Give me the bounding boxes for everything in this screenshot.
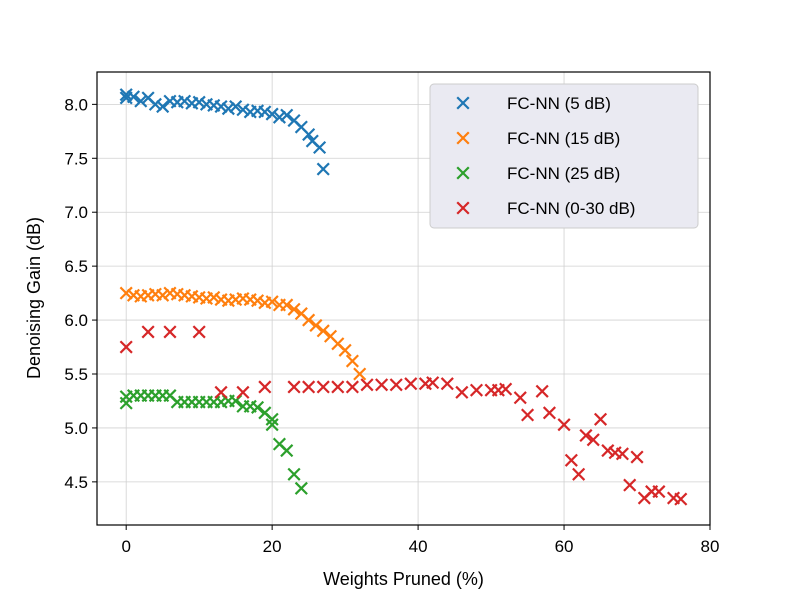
data-point [499, 382, 513, 396]
y-tick-label: 6.0 [64, 311, 88, 330]
data-point [302, 380, 316, 394]
data-point [535, 384, 549, 398]
legend-item: FC-NN (0-30 dB) [456, 199, 635, 218]
x-tick-label: 0 [121, 537, 130, 556]
data-point [287, 302, 301, 316]
y-tick-label: 5.5 [64, 365, 88, 384]
data-point [313, 140, 327, 155]
data-point [572, 467, 586, 481]
legend-label: FC-NN (5 dB) [507, 94, 611, 113]
data-point [630, 450, 644, 464]
data-point [287, 380, 301, 394]
data-point [331, 380, 345, 394]
data-point [375, 378, 389, 392]
data-point [280, 444, 294, 458]
data-point [229, 99, 243, 114]
y-axis-label: Denoising Gain (dB) [24, 217, 44, 379]
legend-label: FC-NN (0-30 dB) [507, 199, 635, 218]
data-point [309, 318, 323, 333]
data-point [265, 418, 279, 432]
data-point [265, 107, 279, 121]
legend: FC-NN (5 dB) FC-NN (15 dB) FC-NN (25 dB) FC… [429, 83, 699, 229]
data-point [426, 376, 440, 390]
data-point [513, 391, 527, 405]
data-point [579, 428, 593, 443]
data-point [302, 313, 316, 327]
data-point [258, 380, 272, 394]
y-tick-label: 8.0 [64, 95, 88, 114]
legend-marker [456, 96, 470, 110]
data-point [469, 383, 484, 397]
data-point [455, 385, 469, 399]
x-tick-label: 20 [263, 537, 282, 556]
data-point [593, 412, 608, 426]
data-point [156, 99, 170, 114]
data-point [521, 408, 535, 422]
legend-box [429, 83, 699, 229]
data-point [265, 295, 279, 309]
data-point [389, 378, 403, 392]
series-3 [119, 389, 308, 495]
data-point [404, 377, 418, 391]
legend-marker [456, 166, 470, 180]
data-points [119, 88, 688, 506]
data-point [316, 380, 330, 394]
data-point [615, 447, 629, 461]
y-tick-label: 6.5 [64, 257, 88, 276]
data-point [280, 108, 294, 122]
axis-ticks: 0 20 40 60 80 4.5 5.0 5.5 6.0 6.5 7.0 7.5 8.0 [64, 95, 719, 556]
data-point [163, 325, 177, 339]
data-point [542, 406, 557, 420]
data-point [586, 433, 600, 447]
legend-marker [456, 131, 470, 145]
data-point [302, 128, 316, 142]
plot-frame [96, 71, 711, 526]
x-tick-label: 40 [409, 537, 428, 556]
data-point [316, 162, 330, 176]
y-tick-label: 7.5 [64, 149, 88, 168]
data-point [440, 377, 454, 391]
x-axis-label: Weights Pruned (%) [323, 569, 484, 589]
data-point [119, 340, 133, 354]
y-tick-label: 5.0 [64, 419, 88, 438]
series-1 [119, 88, 330, 176]
data-point [250, 400, 265, 414]
legend-label: FC-NN (15 dB) [507, 129, 620, 148]
data-point [294, 481, 308, 495]
data-point [214, 385, 228, 399]
series-2 [119, 286, 367, 381]
x-tick-label: 80 [701, 537, 720, 556]
legend-label: FC-NN (25 dB) [507, 164, 620, 183]
data-point [192, 325, 206, 339]
data-point [360, 378, 374, 392]
legend-item: FC-NN (5 dB) [456, 94, 611, 113]
data-point [287, 467, 301, 481]
data-point [623, 478, 637, 492]
series-4 [119, 325, 688, 506]
data-point [345, 380, 359, 394]
data-point [236, 385, 250, 399]
data-point [564, 453, 578, 467]
data-point [338, 343, 352, 357]
data-point [345, 354, 359, 368]
legend-marker [456, 201, 470, 215]
data-point [674, 492, 688, 506]
legend-item: FC-NN (25 dB) [456, 164, 620, 183]
data-point [316, 324, 330, 338]
y-tick-label: 7.0 [64, 203, 88, 222]
data-point [126, 90, 141, 104]
data-point [141, 325, 155, 339]
data-point [280, 298, 294, 312]
x-tick-label: 60 [555, 537, 574, 556]
data-point [353, 367, 367, 381]
data-point [557, 418, 571, 432]
data-point [652, 485, 666, 499]
y-tick-label: 4.5 [64, 473, 88, 492]
data-point [134, 94, 148, 108]
legend-item: FC-NN (15 dB) [456, 129, 620, 148]
